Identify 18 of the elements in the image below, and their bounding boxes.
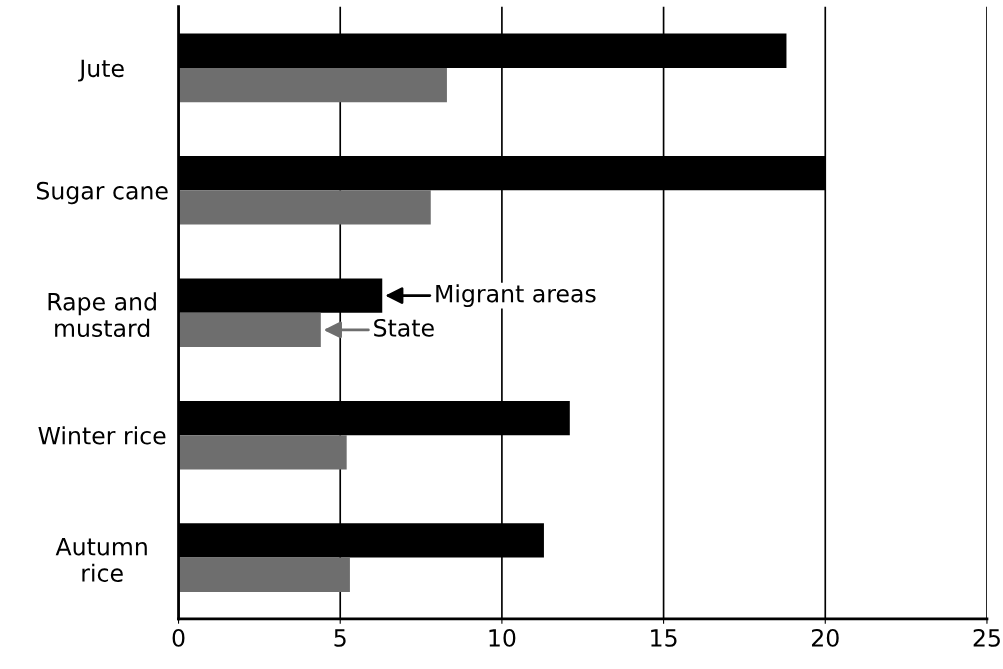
bar	[178, 67, 447, 103]
x-tick-label: 15	[651, 629, 677, 647]
x-tick-label: 25	[973, 628, 1000, 647]
x-tick-label: 5	[334, 629, 346, 647]
y-tick-label: Winter rice	[38, 426, 166, 445]
y-tick-label: Autumn rice	[55, 537, 147, 582]
y-tick-label: Rape and mustard	[48, 292, 156, 338]
bar	[178, 557, 350, 592]
legend-label: Migrant areas	[436, 284, 596, 308]
x-tick-label: 0	[172, 628, 185, 647]
y-tick-label: Sugar cane	[36, 181, 168, 205]
x-tick-label: 10	[489, 628, 516, 647]
bar	[178, 312, 321, 348]
legend-label: State	[374, 318, 434, 337]
x-tick-label: 20	[811, 628, 839, 647]
bar	[178, 435, 347, 470]
y-tick-label: Jute	[78, 59, 124, 82]
bar	[178, 190, 431, 225]
